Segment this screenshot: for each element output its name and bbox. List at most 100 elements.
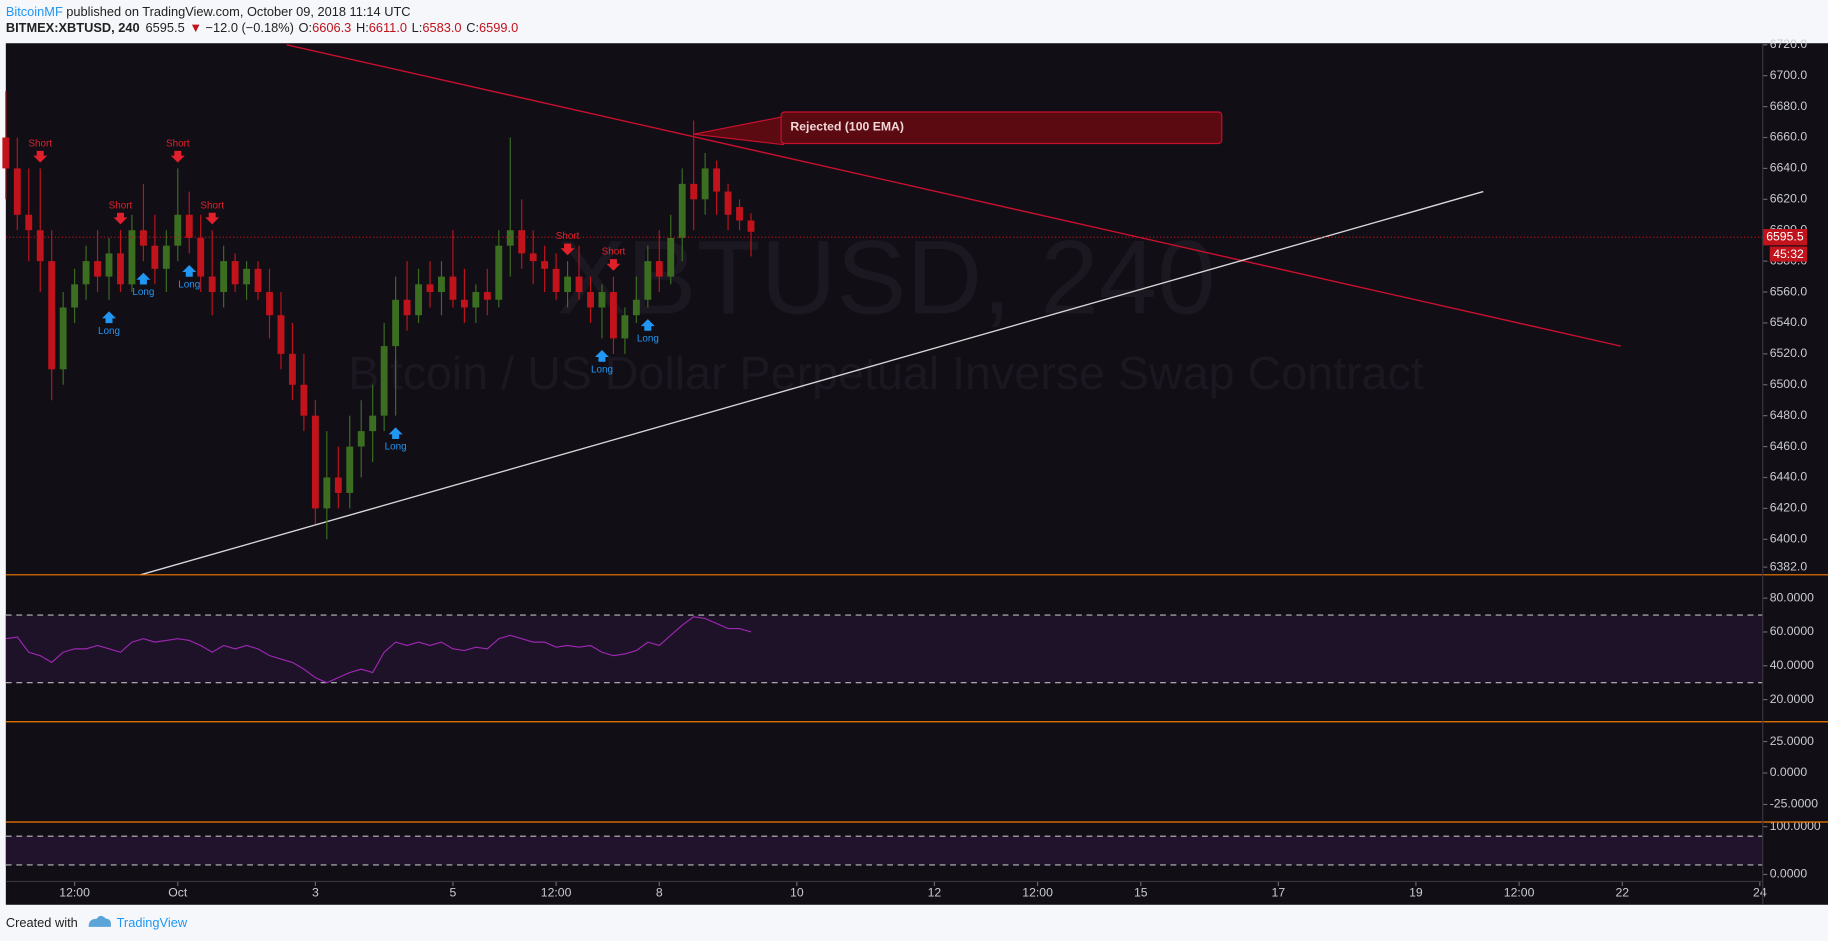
- signal-label: Short: [200, 200, 224, 211]
- candle-body: [587, 292, 594, 308]
- signal-arrow: [136, 272, 151, 285]
- signal-label: Long: [98, 326, 120, 337]
- signal-label: Long: [637, 334, 659, 345]
- last-price-label: 6595.5: [1766, 229, 1804, 243]
- ohlc-label: H:: [356, 21, 369, 36]
- x-tick-label: 15: [1134, 885, 1148, 899]
- candle-body: [438, 276, 445, 293]
- y-tick-label: 6620.0: [1770, 192, 1808, 206]
- countdown-tag: [1769, 246, 1808, 262]
- candle-body: [690, 183, 698, 200]
- candle-body: [71, 284, 79, 308]
- candle-body: [621, 315, 629, 339]
- published: published on TradingView.com, October 09…: [66, 4, 410, 19]
- candle-body: [495, 245, 503, 300]
- y-tick-label: 6400.0: [1770, 532, 1808, 546]
- candle-body: [609, 292, 617, 339]
- ohlc-label: L:: [412, 21, 423, 36]
- candle-body: [185, 214, 193, 238]
- candle-body: [13, 168, 21, 215]
- stoch-band: [5, 836, 1763, 865]
- candle-body: [701, 168, 709, 200]
- candle-body: [334, 477, 342, 493]
- trend-line: [286, 44, 1621, 347]
- y-tick-label: 100.0000: [1770, 819, 1821, 833]
- y-tick-label: 20.0000: [1770, 692, 1814, 706]
- candle-body: [357, 431, 365, 447]
- price: 6595.5: [146, 21, 185, 36]
- candle-body: [644, 261, 652, 300]
- y-tick-label: 6680.0: [1770, 99, 1808, 113]
- candle-body: [220, 261, 228, 293]
- candle-body: [415, 284, 422, 316]
- y-tick-label: 0.0000: [1770, 867, 1808, 881]
- candle-body: [117, 253, 124, 285]
- x-tick-label: 12:00: [1504, 885, 1535, 899]
- signal-arrow: [182, 265, 197, 277]
- rsi-band: [5, 615, 1763, 683]
- candle-body: [426, 284, 434, 293]
- candle-body: [724, 191, 732, 215]
- y-tick-label: 6420.0: [1770, 501, 1808, 515]
- candle-body: [25, 214, 33, 231]
- y-tick-label: 25.0000: [1770, 734, 1814, 748]
- ohlc-label: C:: [466, 21, 479, 36]
- ohlc-value: 6611.0: [369, 21, 407, 36]
- candle-body: [380, 346, 388, 416]
- signal-label: Long: [178, 279, 200, 290]
- y-tick-label: 6382.0: [1770, 559, 1808, 573]
- candle-body: [747, 220, 755, 232]
- callout-text: Rejected (100 EMA): [790, 119, 904, 133]
- author: BitcoinMF: [6, 4, 63, 19]
- candle-body: [105, 253, 113, 277]
- countdown-label: 45:32: [1773, 247, 1804, 261]
- candle-body: [403, 299, 411, 316]
- candle-body: [174, 214, 182, 246]
- y-tick-label: 6500.0: [1770, 377, 1808, 391]
- signal-label: Short: [166, 139, 190, 150]
- symbol: BITMEX:XBTUSD, 240: [6, 21, 140, 36]
- x-tick-label: 12:00: [541, 885, 572, 899]
- candle-body: [151, 245, 159, 269]
- candle-body: [82, 261, 90, 285]
- y-tick-label: 6700.0: [1770, 68, 1808, 82]
- candle-body: [59, 307, 67, 370]
- candle-body: [518, 230, 526, 254]
- x-tick-label: 24: [1753, 885, 1767, 899]
- x-tick-label: 12:00: [59, 885, 90, 899]
- ohlc-label: O:: [299, 21, 313, 36]
- last-price-tag: [1762, 229, 1808, 246]
- candle-body: [369, 415, 377, 432]
- candle-body: [713, 168, 721, 192]
- y-tick-label: 6720.0: [1770, 37, 1808, 51]
- candle-body: [575, 276, 583, 293]
- footer-created: Created with: [6, 915, 78, 930]
- y-tick-label: 6540.0: [1770, 315, 1808, 329]
- candle-body: [36, 230, 44, 262]
- signal-label: Short: [28, 139, 52, 150]
- signal-label: Long: [591, 364, 613, 375]
- logo: [88, 915, 111, 927]
- x-tick-label: 12:00: [1022, 885, 1053, 899]
- candle-body: [449, 276, 457, 300]
- symbol-line: BITMEX:XBTUSD, 240 6595.5 ▼ −12.0 (−0.18%) O…: [6, 21, 518, 36]
- candle-body: [254, 268, 262, 293]
- candle-body: [460, 299, 468, 308]
- y-tick-label: 6520.0: [1770, 346, 1808, 360]
- ohlc-value: 6583.0: [422, 21, 461, 36]
- candle-body: [323, 477, 331, 509]
- footer-brand: TradingView: [117, 915, 188, 930]
- candle-body: [541, 261, 549, 269]
- signal-arrow: [640, 319, 655, 331]
- candle-body: [277, 315, 285, 354]
- candle-body: [139, 230, 147, 246]
- candle-body: [598, 292, 606, 308]
- x-tick-label: 17: [1272, 885, 1286, 899]
- signal-label: Long: [132, 287, 154, 298]
- y-tick-label: 6660.0: [1770, 130, 1808, 144]
- chart-area: [5, 43, 1828, 905]
- candle-body: [506, 230, 514, 246]
- candle-body: [632, 299, 640, 316]
- signal-label: Long: [385, 442, 407, 453]
